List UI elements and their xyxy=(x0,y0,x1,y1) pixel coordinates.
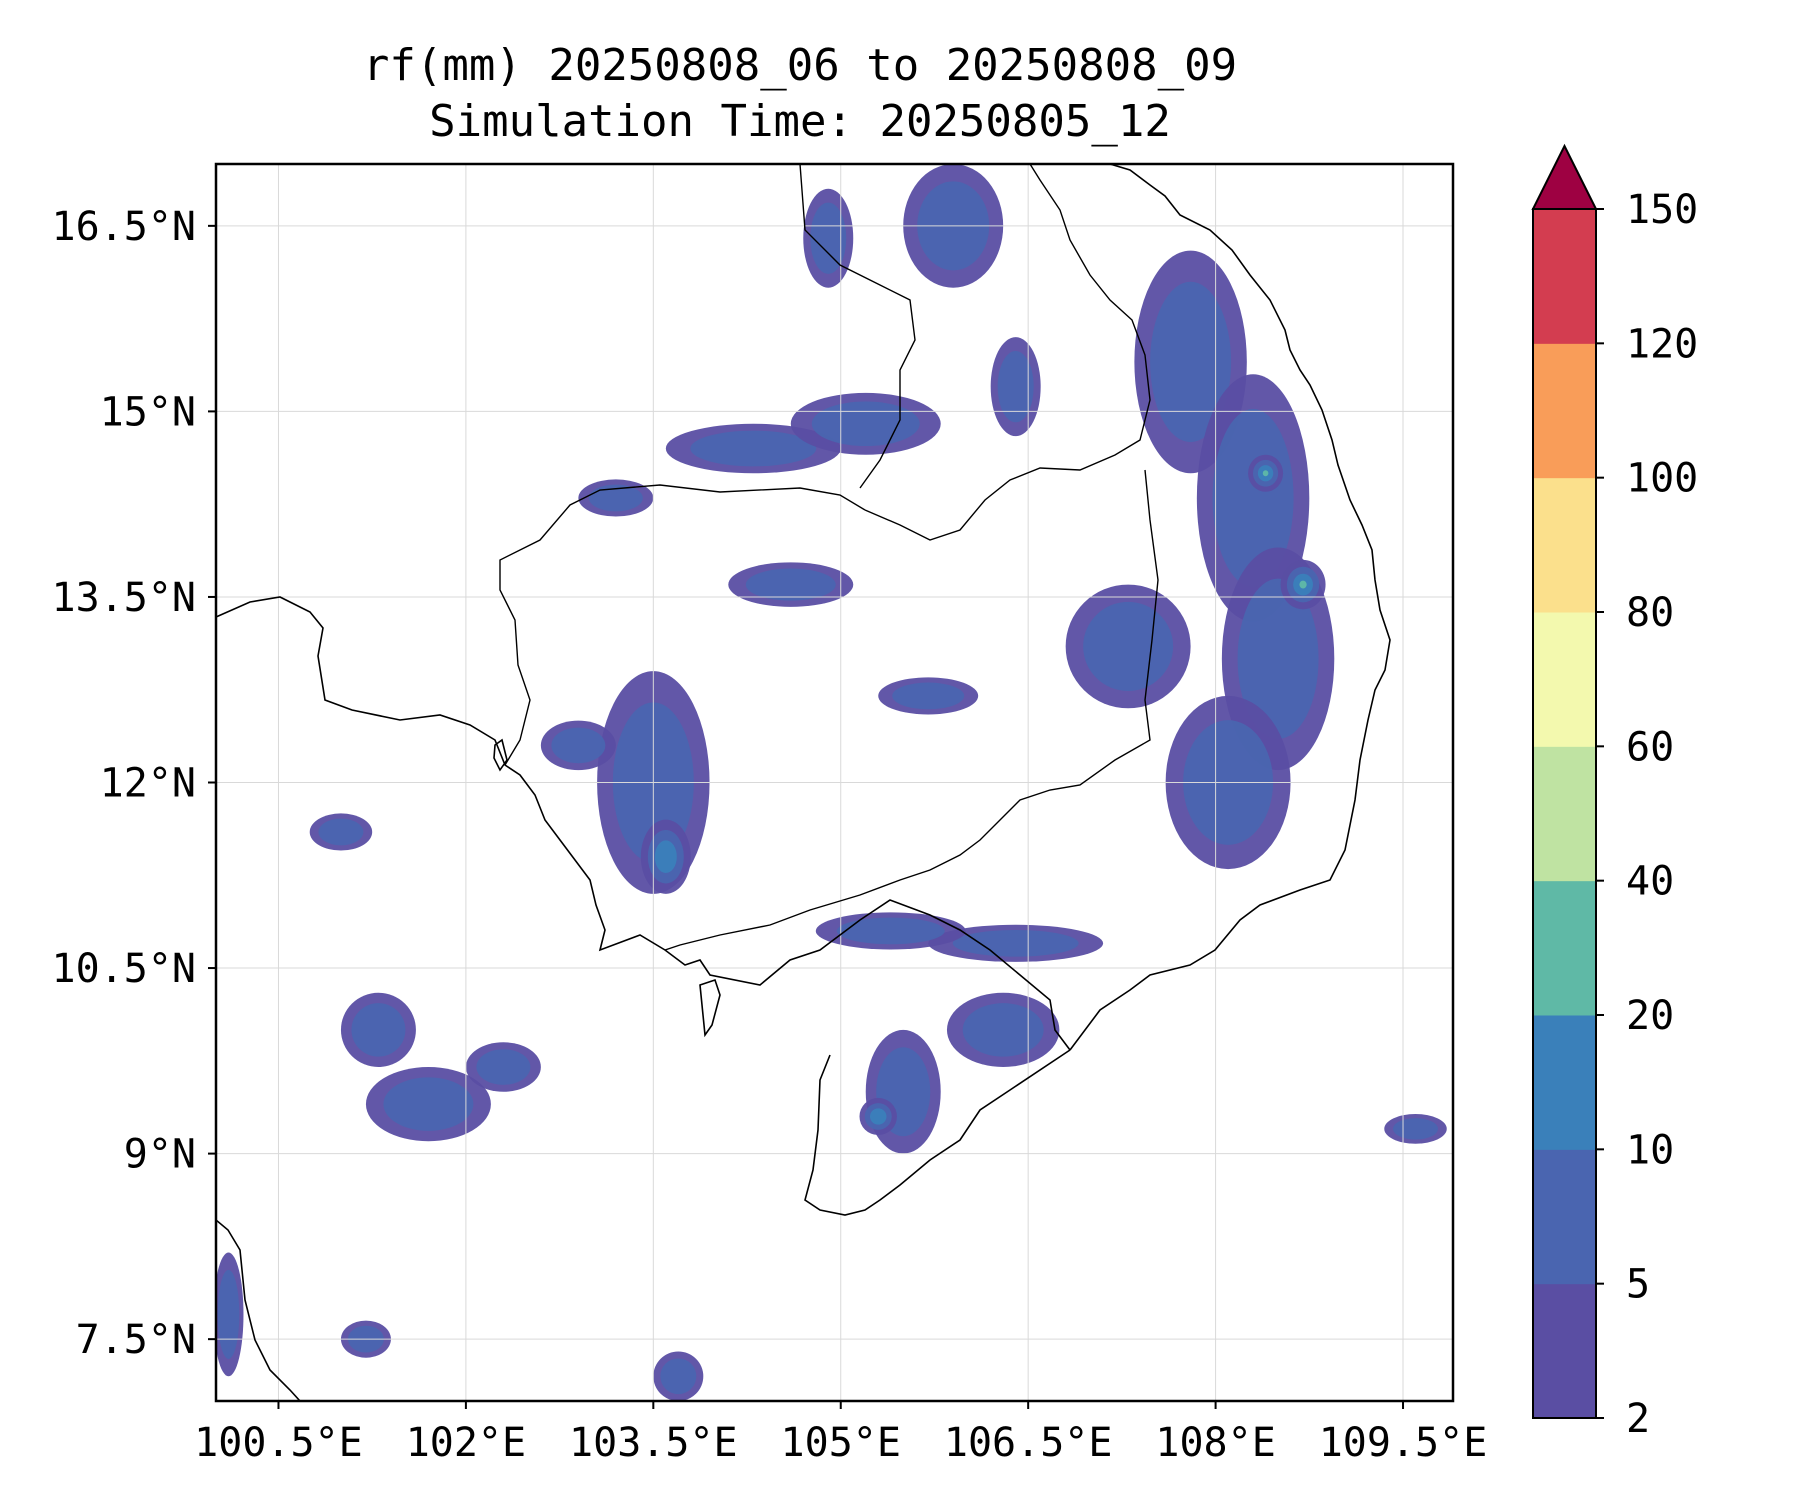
coastline-mekong-delta xyxy=(804,1049,1071,1216)
rain-cell-8-level-2 xyxy=(654,840,677,874)
colorbar-label-7: 100 xyxy=(1626,456,1698,502)
koh-kong-island xyxy=(493,738,508,772)
country-borders xyxy=(499,164,1159,951)
colorbar-label-8: 120 xyxy=(1626,321,1698,367)
coastline-malay-peninsula xyxy=(216,1219,301,1401)
rain-cell-18-level-1 xyxy=(836,917,945,945)
rain-cell-16-level-1 xyxy=(962,1003,1044,1057)
rain-cell-5-level-3 xyxy=(1262,470,1269,477)
rain-cell-13-level-1 xyxy=(997,351,1034,423)
rain-cell-25-level-1 xyxy=(551,727,606,764)
chart-subtitle: Simulation Time: 20250805_12 xyxy=(429,96,1171,147)
longitude-axis: 100.5°E 102°E 103.5°E 105°E 106.5°E 108°E 109.… xyxy=(194,1401,1487,1466)
rain-cell-26-level-1 xyxy=(745,568,836,601)
rain-cell-10-level-1 xyxy=(811,401,920,447)
lat-tick-label-1: 15°N xyxy=(100,389,196,435)
rain-cell-4-level-3 xyxy=(1299,580,1307,589)
rain-cell-27-level-1 xyxy=(892,682,965,710)
rain-cell-24-level-1 xyxy=(318,818,364,846)
coastline-gulf-of-thailand xyxy=(216,596,1071,1051)
latitude-axis: 16.5°N 15°N 13.5°N 12°N 10.5°N 9°N 7.5°N xyxy=(52,204,216,1363)
colorbar-label-1: 5 xyxy=(1626,1262,1650,1308)
rain-cell-22-level-1 xyxy=(217,1269,240,1359)
colorbar-bin-5 xyxy=(1533,612,1596,747)
rain-cell-21-level-1 xyxy=(476,1049,531,1085)
colorbar-bin-0 xyxy=(1533,1283,1596,1419)
rainfall-field xyxy=(216,164,1447,1401)
rain-cell-2-level-1 xyxy=(1237,578,1319,739)
border-thailand-cambodia xyxy=(499,484,866,766)
rain-cell-12-level-1 xyxy=(810,202,847,274)
colorbar-label-5: 60 xyxy=(1626,724,1674,770)
colorbar-label-3: 20 xyxy=(1626,993,1674,1039)
rain-cell-6-level-1 xyxy=(1083,601,1174,691)
colorbar-label-4: 40 xyxy=(1626,859,1674,905)
rain-cell-15-level-2 xyxy=(869,1108,887,1125)
lat-tick-label-6: 7.5°N xyxy=(76,1317,196,1363)
colorbar-bin-4 xyxy=(1533,746,1596,882)
colorbar-bin-6 xyxy=(1533,477,1596,613)
colorbar-bin-3 xyxy=(1533,880,1596,1016)
lat-tick-label-0: 16.5°N xyxy=(52,204,197,250)
colorbar: 2 5 10 20 40 60 80 100 120 150 xyxy=(1531,143,1698,1442)
phu-quoc-island xyxy=(699,978,721,1038)
border-laos-cambodia-vietnam xyxy=(864,164,1151,541)
rain-cell-20-level-1 xyxy=(383,1077,474,1131)
lat-tick-label-2: 13.5°N xyxy=(52,575,197,621)
colorbar-bin-1 xyxy=(1533,1149,1596,1285)
colorbar-bin-2 xyxy=(1533,1015,1596,1150)
lat-tick-label-5: 9°N xyxy=(124,1132,196,1178)
colorbar-label-9: 150 xyxy=(1626,187,1698,233)
lon-tick-label-0: 100.5°E xyxy=(194,1420,363,1466)
rain-cell-0-level-1 xyxy=(1150,281,1232,443)
rain-cell-9-level-1 xyxy=(690,430,817,467)
border-cambodia-vietnam xyxy=(664,469,1159,951)
colorbar-label-6: 80 xyxy=(1626,590,1674,636)
rain-cell-28-level-1 xyxy=(588,484,643,512)
lon-tick-label-6: 109.5°E xyxy=(1319,1420,1488,1466)
lon-tick-label-2: 103.5°E xyxy=(569,1420,738,1466)
rain-cell-1-level-1 xyxy=(1212,408,1294,588)
rain-cell-19-level-1 xyxy=(351,1003,406,1057)
border-thailand-laos xyxy=(799,164,916,489)
coastline-south-vietnam xyxy=(1069,164,1391,1051)
lon-tick-label-5: 108°E xyxy=(1155,1420,1275,1466)
chart-title: rf(mm) 20250808_06 to 20250808_09 xyxy=(362,40,1238,91)
rain-cell-23-level-1 xyxy=(1393,1118,1439,1140)
colorbar-bin-7 xyxy=(1533,343,1596,479)
colorbar-extend-arrow xyxy=(1531,143,1598,210)
rain-cell-17-level-1 xyxy=(952,929,1079,957)
rain-cell-30-level-1 xyxy=(660,1358,697,1395)
coastlines xyxy=(216,164,1391,1401)
lon-tick-label-4: 106.5°E xyxy=(944,1420,1113,1466)
lon-tick-label-1: 102°E xyxy=(406,1420,526,1466)
colorbar-label-0: 2 xyxy=(1626,1396,1650,1442)
colorbar-bin-8 xyxy=(1533,209,1596,344)
gridlines xyxy=(216,164,1453,1401)
lat-tick-label-3: 12°N xyxy=(100,761,196,807)
colorbar-frame xyxy=(1532,208,1597,1419)
lat-tick-label-4: 10.5°N xyxy=(52,946,197,992)
lon-tick-label-3: 105°E xyxy=(781,1420,901,1466)
colorbar-label-2: 10 xyxy=(1626,1127,1674,1173)
